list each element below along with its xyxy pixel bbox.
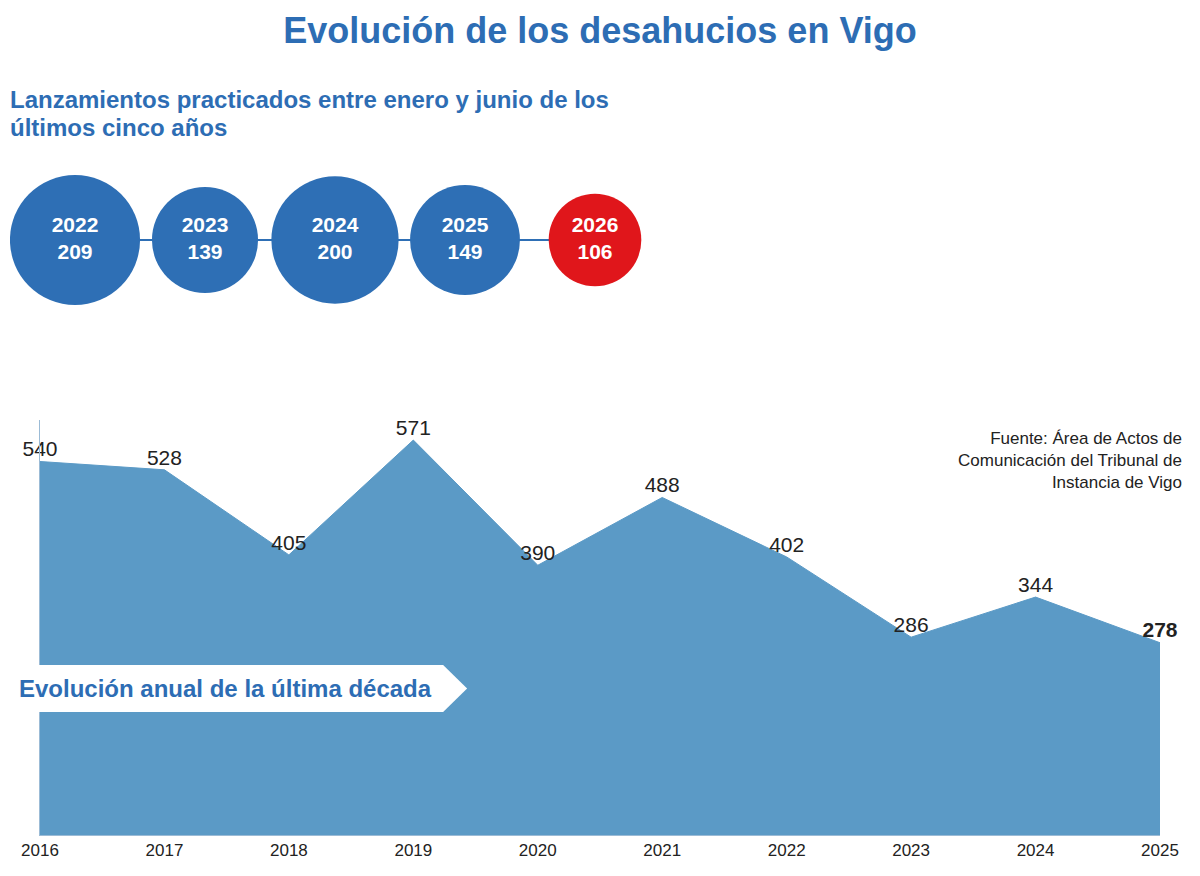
svg-text:2021: 2021 [643, 841, 681, 860]
svg-text:2022209: 2022209 [52, 213, 99, 263]
svg-text:2018: 2018 [270, 841, 308, 860]
svg-text:344: 344 [1018, 573, 1053, 596]
svg-text:2020: 2020 [519, 841, 557, 860]
svg-text:278: 278 [1142, 618, 1177, 641]
svg-text:571: 571 [396, 416, 431, 439]
svg-text:488: 488 [645, 473, 680, 496]
svg-text:2023139: 2023139 [182, 213, 229, 263]
svg-text:2024200: 2024200 [312, 213, 359, 263]
html-text:Lanzamientos practicados entre: Lanzamientos practicados entre enero y j… [10, 86, 609, 141]
svg-text:528: 528 [147, 446, 182, 469]
svg-text:2022: 2022 [768, 841, 806, 860]
svg-text:2024: 2024 [1017, 841, 1055, 860]
svg-text:405: 405 [271, 531, 306, 554]
html-text:Fuente: Área de Actos de Comun: Fuente: Área de Actos de Comunicación de… [958, 429, 1182, 493]
html-text:Evolución de los desahucios en: Evolución de los desahucios en Vigo [283, 10, 917, 51]
html-text:Evolución anual de la última d: Evolución anual de la última década [19, 675, 432, 702]
svg-text:402: 402 [769, 533, 804, 556]
svg-text:2025: 2025 [1141, 841, 1179, 860]
svg-text:2017: 2017 [146, 841, 184, 860]
svg-text:2016: 2016 [21, 841, 59, 860]
svg-text:286: 286 [894, 613, 929, 636]
svg-text:540: 540 [22, 437, 57, 460]
svg-text:390: 390 [520, 541, 555, 564]
svg-text:2025149: 2025149 [442, 213, 489, 263]
svg-text:2023: 2023 [892, 841, 930, 860]
svg-text:2019: 2019 [394, 841, 432, 860]
svg-text:2026106: 2026106 [572, 213, 619, 263]
